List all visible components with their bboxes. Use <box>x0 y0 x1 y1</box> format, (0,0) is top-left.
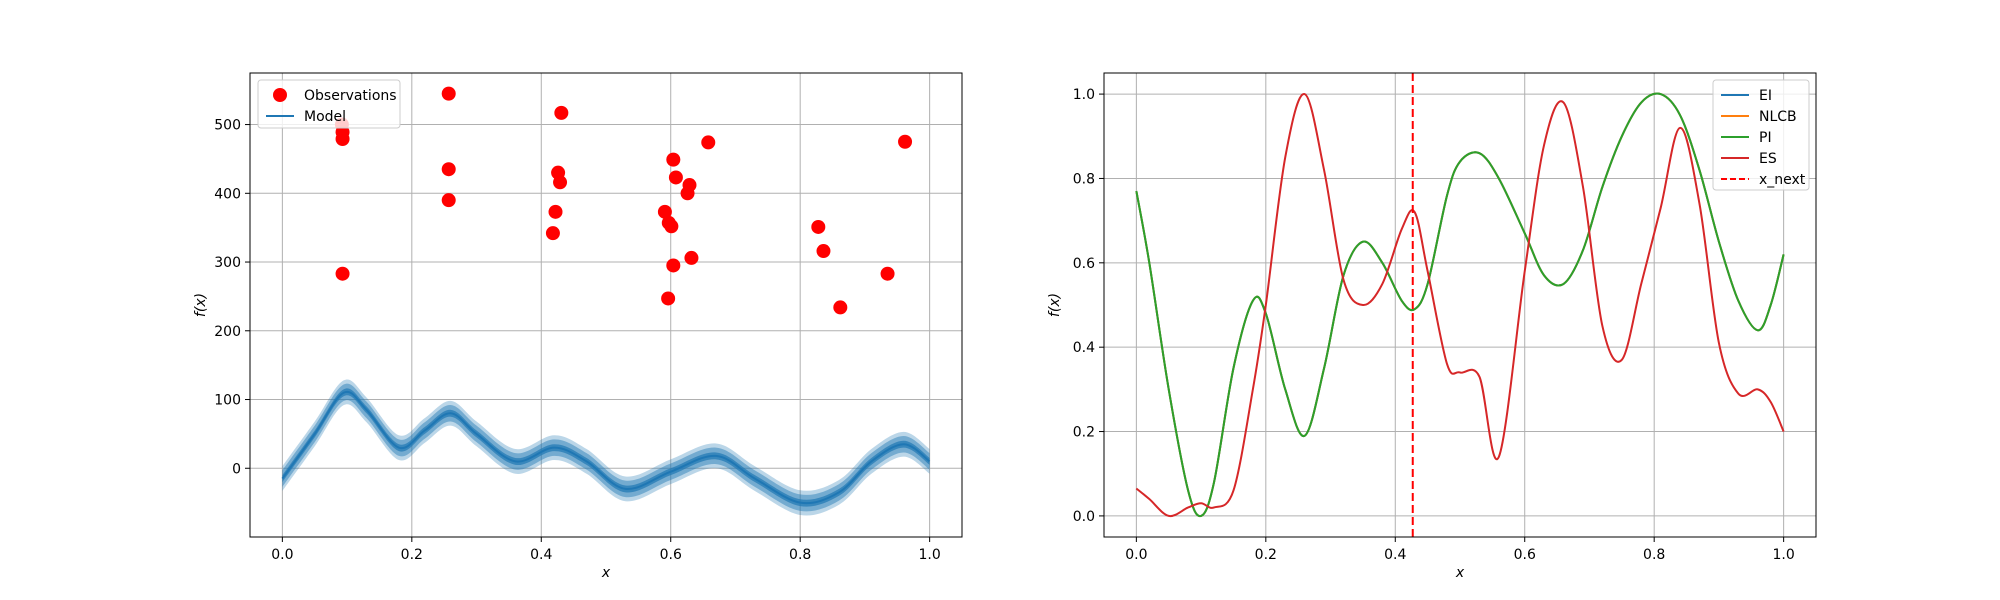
x-axis-label: x <box>601 565 611 581</box>
observation-point <box>684 250 699 265</box>
ticks: 0.0 0.2 0.4 0.6 0.8 1.0 0 100 200 300 400 500 <box>214 118 941 563</box>
observation-point <box>816 244 831 259</box>
model-confidence-band <box>282 388 930 507</box>
y-tick-label: 400 <box>214 186 241 202</box>
y-tick-label: 100 <box>214 393 241 409</box>
observation-point <box>682 178 697 193</box>
observation-point <box>701 135 716 150</box>
x-tick-label: 0.4 <box>1384 547 1406 563</box>
legend-marker-observations <box>273 88 287 102</box>
observation-point <box>335 266 350 281</box>
y-tick-label: 0 <box>232 461 241 477</box>
observation-point <box>666 152 681 167</box>
observation-point <box>441 162 456 177</box>
y-axis-label: f(x) <box>1047 293 1063 317</box>
observation-point <box>548 204 563 219</box>
series-line-pi <box>1135 92 1785 518</box>
y-tick-label: 200 <box>214 324 241 340</box>
y-tick-label: 1.0 <box>1073 87 1095 103</box>
x-tick-label: 1.0 <box>1773 547 1795 563</box>
x-tick-label: 0.8 <box>789 547 811 563</box>
x-tick-label: 0.4 <box>530 547 552 563</box>
axes-frame <box>1103 72 1817 538</box>
y-axis-label: f(x) <box>193 293 209 317</box>
x-tick-label: 0.0 <box>1125 547 1147 563</box>
legend-label: ES <box>1759 151 1777 167</box>
series-line-ei <box>1135 92 1785 518</box>
legend-label: Observations <box>304 88 397 104</box>
x-tick-label: 1.0 <box>919 547 941 563</box>
observation-point <box>661 291 676 306</box>
y-tick-label: 0.8 <box>1073 171 1095 187</box>
legend-label: PI <box>1759 130 1772 146</box>
y-tick-label: 300 <box>214 255 241 271</box>
x-tick-label: 0.2 <box>401 547 423 563</box>
observation-point <box>811 219 826 234</box>
right-chart-panel: 0.0 0.2 0.4 0.6 0.8 1.0 0.0 0.2 0.4 0.6 0.8 1.0 x f(x… <box>1047 72 1817 581</box>
observation-point <box>666 258 681 273</box>
left-chart-panel: 0.0 0.2 0.4 0.6 0.8 1.0 0 100 200 300 400 500 x f(x) O… <box>193 72 963 581</box>
axes-frame <box>249 72 963 538</box>
observation-point <box>545 226 560 241</box>
observation-point <box>833 300 848 315</box>
x-tick-label: 0.6 <box>1514 547 1536 563</box>
observation-point <box>553 175 568 190</box>
observation-point <box>668 170 683 185</box>
legend-label: x_next <box>1759 172 1806 188</box>
legend-label: NLCB <box>1759 109 1797 125</box>
observation-point <box>554 105 569 120</box>
legend-box <box>1712 79 1810 191</box>
observation-point <box>441 193 456 208</box>
y-tick-label: 0.0 <box>1073 509 1095 525</box>
ticks: 0.0 0.2 0.4 0.6 0.8 1.0 0.0 0.2 0.4 0.6 0.8 1.0 <box>1073 87 1795 563</box>
observation-point <box>657 204 672 219</box>
plot-area <box>281 86 931 516</box>
y-tick-label: 500 <box>214 118 241 134</box>
grid-lines <box>1104 73 1816 537</box>
series-line-nlcb <box>1135 92 1785 518</box>
x-tick-label: 0.2 <box>1255 547 1277 563</box>
x-tick-label: 0.8 <box>1643 547 1665 563</box>
y-tick-label: 0.2 <box>1073 425 1095 441</box>
y-tick-label: 0.4 <box>1073 340 1095 356</box>
observation-point <box>335 131 350 146</box>
x-tick-label: 0.0 <box>271 547 293 563</box>
legend-label: Model <box>304 109 346 125</box>
observation-point <box>664 219 679 234</box>
x-axis-label: x <box>1455 565 1465 581</box>
observation-point <box>880 266 895 281</box>
plot-area <box>1135 73 1785 537</box>
observation-point <box>898 134 913 149</box>
model-mean-line <box>281 390 931 505</box>
observation-point <box>441 86 456 101</box>
y-tick-label: 0.6 <box>1073 256 1095 272</box>
series-line-es <box>1135 93 1785 518</box>
model-confidence-band <box>282 383 930 512</box>
legend: Observations Model <box>257 79 401 129</box>
legend: EI NLCB PI ES x_next <box>1712 79 1810 191</box>
legend-label: EI <box>1759 88 1772 104</box>
x-tick-label: 0.6 <box>660 547 682 563</box>
